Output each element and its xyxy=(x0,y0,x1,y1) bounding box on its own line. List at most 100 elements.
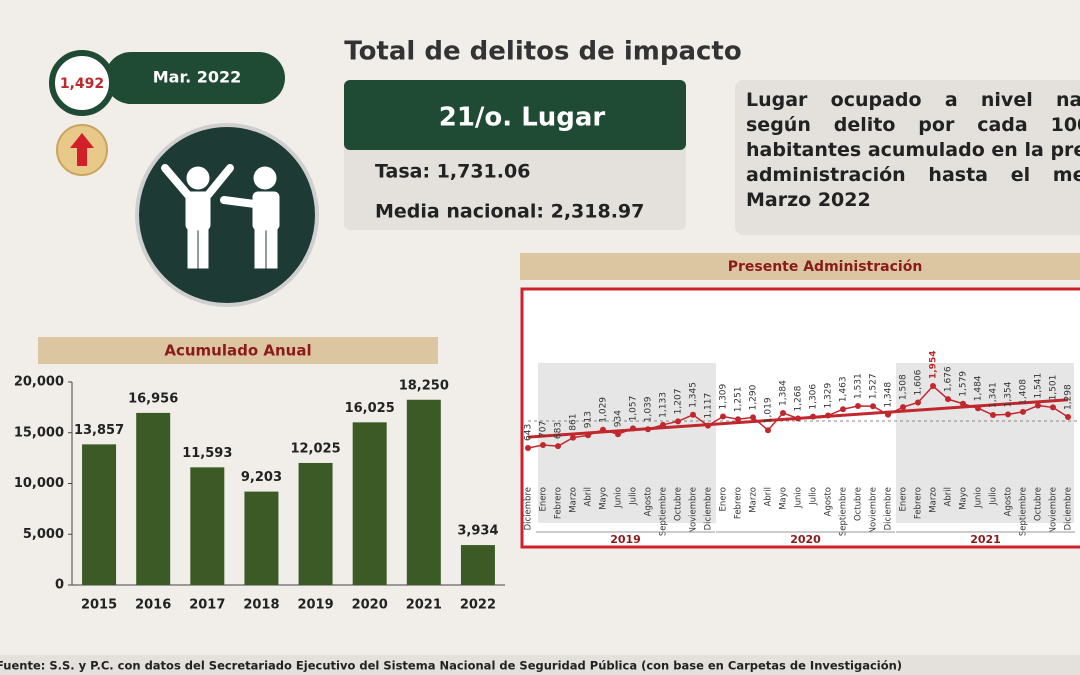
x-tick-label: Septiembre xyxy=(839,487,849,536)
x-tick-label: Mayo xyxy=(599,487,609,510)
arrow xyxy=(70,133,94,166)
y-tick-label: 0 xyxy=(55,578,64,593)
value-label: 707 xyxy=(539,421,549,438)
x-tick-label: 2020 xyxy=(352,598,388,613)
national-mean: Media nacional: 2,318.97 xyxy=(375,201,644,223)
value-label: 913 xyxy=(584,411,594,428)
data-point xyxy=(720,413,726,420)
value-label: 13,857 xyxy=(74,423,124,438)
y-tick-label: 15,000 xyxy=(14,425,64,440)
x-tick-label: Febrero xyxy=(554,487,564,519)
description: Lugar ocupado a nivel nacional según del… xyxy=(746,89,1080,211)
value-label: 1,579 xyxy=(959,371,969,397)
data-point xyxy=(555,443,561,450)
value-label: 16,956 xyxy=(128,391,178,406)
x-tick-label: Diciembre xyxy=(884,487,894,530)
value-label: 1,531 xyxy=(854,373,864,399)
x-tick-label: Enero xyxy=(539,487,549,512)
rate: Tasa: 1,731.06 xyxy=(375,161,530,183)
data-point xyxy=(585,432,591,439)
data-point xyxy=(960,400,966,407)
value-label: 1,057 xyxy=(629,396,639,422)
data-point xyxy=(825,412,831,419)
footer: Fuente: S.S. y P.C. con datos del Secret… xyxy=(0,659,902,673)
rank: 21/o. Lugar xyxy=(439,103,606,133)
x-tick-label: Febrero xyxy=(914,487,924,519)
data-point xyxy=(915,399,921,406)
value-label: 1,541 xyxy=(1034,373,1044,399)
x-tick-label: Julio xyxy=(809,487,819,506)
value-label: 12,025 xyxy=(290,441,340,456)
value-label: 1,348 xyxy=(884,382,894,408)
x-tick-label: Diciembre xyxy=(1064,487,1074,530)
x-tick-label: Mayo xyxy=(779,487,789,510)
value-label: 1,501 xyxy=(1049,375,1059,401)
bar xyxy=(244,491,279,585)
x-tick-label: Abril xyxy=(944,487,954,506)
value-label: 11,593 xyxy=(182,446,232,461)
x-tick-label: Noviembre xyxy=(869,487,879,533)
value-label: 1,251 xyxy=(734,386,744,412)
x-tick-label: Noviembre xyxy=(1049,487,1059,533)
value-label: 1,117 xyxy=(704,393,714,419)
data-point xyxy=(540,441,546,448)
data-point xyxy=(570,434,576,441)
x-tick-label: Marzo xyxy=(929,487,939,513)
x-tick-label: Octubre xyxy=(1034,487,1044,521)
data-point xyxy=(705,422,711,429)
value-label: 683 xyxy=(554,422,564,439)
badge-text: 1,492 xyxy=(60,76,104,92)
x-tick-label: Julio xyxy=(989,487,999,506)
x-tick-label: Abril xyxy=(584,487,594,506)
value-label: 1,268 xyxy=(794,385,804,411)
crime-icon xyxy=(135,123,319,307)
data-point xyxy=(630,425,636,432)
x-tick-label: 2018 xyxy=(243,598,279,613)
data-point xyxy=(750,414,756,421)
bar xyxy=(190,467,225,585)
panel-title-bar xyxy=(38,337,438,364)
value-label: 1,345 xyxy=(689,382,699,408)
value-label: 1,290 xyxy=(749,384,759,410)
value-label: 1,133 xyxy=(659,392,669,418)
value-label: 1,029 xyxy=(599,397,609,423)
data-point xyxy=(1020,408,1026,415)
data-point xyxy=(870,403,876,410)
data-point xyxy=(795,415,801,422)
data-point xyxy=(945,396,951,403)
x-tick-label: Junio xyxy=(974,487,984,509)
panel-title: Presente Administración xyxy=(728,259,923,275)
x-tick-label: Junio xyxy=(794,487,804,509)
y-tick-label: 20,000 xyxy=(14,375,64,390)
x-tick-label: Marzo xyxy=(569,487,579,513)
data-point xyxy=(930,383,936,389)
data-point xyxy=(735,416,741,423)
value-label: 1,354 xyxy=(1004,381,1014,407)
data-point xyxy=(660,421,666,428)
shade xyxy=(896,363,1074,523)
data-point xyxy=(855,403,861,410)
title: Total de delitos de impacto xyxy=(344,37,741,67)
x-tick-label: Enero xyxy=(899,487,909,512)
value-label: 1,384 xyxy=(779,380,789,406)
x-tick-label: 2017 xyxy=(189,598,225,613)
badge xyxy=(49,50,115,116)
panel-title-bar xyxy=(520,253,1080,280)
data-point xyxy=(810,413,816,420)
value-label: 1,306 xyxy=(809,384,819,410)
bar xyxy=(352,422,387,585)
x-tick-label: Febrero xyxy=(734,487,744,519)
group-label: 2020 xyxy=(790,533,821,546)
rank-header xyxy=(344,80,686,150)
x-tick-label: 2022 xyxy=(460,598,496,613)
data-point xyxy=(690,411,696,418)
x-tick-label: 2015 xyxy=(81,598,117,613)
footer-bar xyxy=(0,655,1080,675)
value-label: 1,463 xyxy=(839,376,849,402)
x-tick-label: Julio xyxy=(629,487,639,506)
bar xyxy=(136,412,171,585)
value-label: 861 xyxy=(569,414,579,431)
value-label: 1,954 xyxy=(929,351,939,379)
bar xyxy=(460,545,495,585)
